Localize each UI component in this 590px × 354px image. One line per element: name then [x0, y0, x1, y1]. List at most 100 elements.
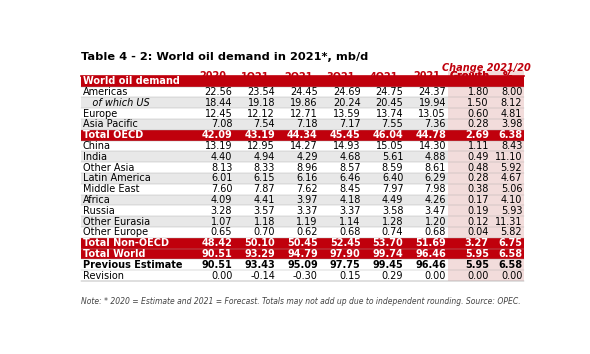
- Text: 4.94: 4.94: [254, 152, 275, 162]
- Text: 3.58: 3.58: [382, 206, 404, 216]
- Text: 1.11: 1.11: [467, 141, 489, 151]
- Text: 0.00: 0.00: [425, 270, 446, 281]
- Bar: [81, 76, 448, 86]
- Text: 96.46: 96.46: [415, 249, 446, 259]
- Text: 8.12: 8.12: [501, 98, 522, 108]
- Bar: [448, 130, 524, 141]
- Bar: [448, 76, 524, 86]
- Text: 6.58: 6.58: [498, 260, 522, 270]
- Text: 50.10: 50.10: [244, 238, 275, 248]
- Text: 19.86: 19.86: [290, 98, 318, 108]
- Text: 2.69: 2.69: [465, 130, 489, 140]
- Text: 0.19: 0.19: [467, 206, 489, 216]
- Bar: [81, 97, 448, 108]
- Text: 97.75: 97.75: [330, 260, 360, 270]
- Text: 0.15: 0.15: [339, 270, 360, 281]
- Bar: [81, 238, 448, 249]
- Bar: [448, 97, 524, 108]
- Text: 6.58: 6.58: [498, 249, 522, 259]
- Text: 3.27: 3.27: [465, 238, 489, 248]
- Text: 4.26: 4.26: [425, 195, 446, 205]
- Text: 6.29: 6.29: [425, 173, 446, 183]
- Text: 0.29: 0.29: [382, 270, 404, 281]
- Bar: [81, 86, 448, 97]
- Text: 99.74: 99.74: [372, 249, 404, 259]
- Bar: [448, 270, 524, 281]
- Text: Total OECD: Total OECD: [83, 130, 143, 140]
- Text: 93.29: 93.29: [244, 249, 275, 259]
- Text: 22.56: 22.56: [204, 87, 232, 97]
- Text: 0.68: 0.68: [339, 227, 360, 238]
- Text: 2020: 2020: [199, 71, 226, 81]
- Bar: [81, 162, 448, 173]
- Text: 45.45: 45.45: [330, 130, 360, 140]
- Text: Russia: Russia: [83, 206, 114, 216]
- Text: Note: * 2020 = Estimate and 2021 = Forecast. Totals may not add up due to indepe: Note: * 2020 = Estimate and 2021 = Forec…: [81, 297, 520, 306]
- Text: 24.75: 24.75: [375, 87, 404, 97]
- Text: 3.28: 3.28: [211, 206, 232, 216]
- Text: 7.87: 7.87: [254, 184, 275, 194]
- Text: 8.96: 8.96: [296, 162, 318, 172]
- Text: 24.69: 24.69: [333, 87, 360, 97]
- Text: 24.45: 24.45: [290, 87, 318, 97]
- Text: 0.00: 0.00: [211, 270, 232, 281]
- Bar: [81, 108, 448, 119]
- Text: 1Q21: 1Q21: [241, 71, 270, 81]
- Text: 4.67: 4.67: [501, 173, 522, 183]
- Text: 13.19: 13.19: [205, 141, 232, 151]
- Text: Total Non-OECD: Total Non-OECD: [83, 238, 169, 248]
- Text: of which US: of which US: [83, 98, 150, 108]
- Text: 99.45: 99.45: [372, 260, 404, 270]
- Text: 97.90: 97.90: [330, 249, 360, 259]
- Bar: [81, 141, 448, 152]
- Text: 13.74: 13.74: [376, 109, 404, 119]
- Text: 0.00: 0.00: [501, 270, 522, 281]
- Text: 5.82: 5.82: [501, 227, 522, 238]
- Bar: [448, 71, 524, 81]
- Text: 0.62: 0.62: [296, 227, 318, 238]
- Text: 6.75: 6.75: [499, 238, 522, 248]
- Bar: [448, 238, 524, 249]
- Text: Asia Pacific: Asia Pacific: [83, 119, 138, 129]
- Text: 12.12: 12.12: [247, 109, 275, 119]
- Text: India: India: [83, 152, 107, 162]
- Bar: [81, 184, 448, 195]
- Bar: [81, 119, 448, 130]
- Bar: [448, 152, 524, 162]
- Text: 0.70: 0.70: [254, 227, 275, 238]
- Text: -0.30: -0.30: [293, 270, 318, 281]
- Bar: [81, 227, 448, 238]
- Text: 1.18: 1.18: [254, 217, 275, 227]
- Text: 8.45: 8.45: [339, 184, 360, 194]
- Text: 8.57: 8.57: [339, 162, 360, 172]
- Text: Other Eurasia: Other Eurasia: [83, 217, 150, 227]
- Text: 24.37: 24.37: [418, 87, 446, 97]
- Text: Total World: Total World: [83, 249, 145, 259]
- Text: 7.60: 7.60: [211, 184, 232, 194]
- Text: 90.51: 90.51: [202, 249, 232, 259]
- Text: 52.45: 52.45: [330, 238, 360, 248]
- Text: 51.69: 51.69: [415, 238, 446, 248]
- Text: 7.62: 7.62: [296, 184, 318, 194]
- Text: Other Europe: Other Europe: [83, 227, 148, 238]
- Text: 1.20: 1.20: [425, 217, 446, 227]
- Text: 90.51: 90.51: [202, 260, 232, 270]
- Text: 19.18: 19.18: [248, 98, 275, 108]
- Text: 8.33: 8.33: [254, 162, 275, 172]
- Text: 14.93: 14.93: [333, 141, 360, 151]
- Text: 11.31: 11.31: [495, 217, 522, 227]
- Bar: [81, 205, 448, 216]
- Text: 4.29: 4.29: [296, 152, 318, 162]
- Text: 0.12: 0.12: [467, 217, 489, 227]
- Text: 0.28: 0.28: [467, 119, 489, 129]
- Text: -0.14: -0.14: [250, 270, 275, 281]
- Text: 2021: 2021: [413, 71, 440, 81]
- Bar: [448, 86, 524, 97]
- Text: 8.43: 8.43: [501, 141, 522, 151]
- Text: 4.81: 4.81: [501, 109, 522, 119]
- Bar: [448, 259, 524, 270]
- Text: Africa: Africa: [83, 195, 111, 205]
- Text: 1.14: 1.14: [339, 217, 360, 227]
- Text: 5.92: 5.92: [501, 162, 522, 172]
- Text: 7.18: 7.18: [296, 119, 318, 129]
